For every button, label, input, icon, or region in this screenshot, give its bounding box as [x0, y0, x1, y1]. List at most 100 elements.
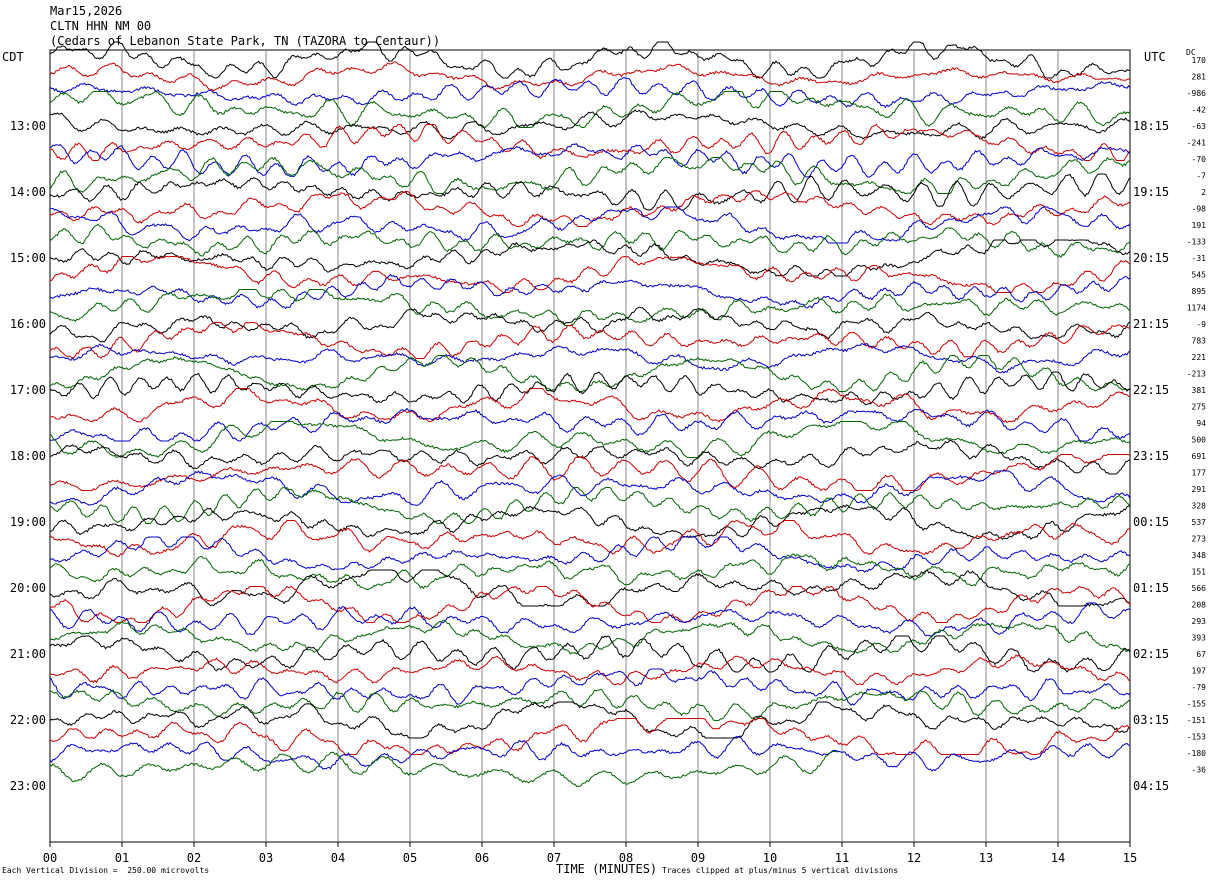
seismic-trace	[49, 109, 1131, 140]
dc-offset-label: 197	[1192, 667, 1207, 676]
dc-offset-label: -151	[1187, 716, 1206, 725]
right-hour-label: 02:15	[1133, 647, 1169, 661]
right-hour-label: 21:15	[1133, 317, 1169, 331]
x-tick-label: 15	[1123, 851, 1137, 865]
left-hour-label: 21:00	[10, 647, 46, 661]
clip-note: Traces clipped at plus/minus 5 vertical …	[662, 866, 899, 875]
x-tick-label: 07	[547, 851, 561, 865]
dc-offset-label: 545	[1192, 271, 1207, 280]
left-hour-label: 20:00	[10, 581, 46, 595]
seismic-trace	[49, 736, 1131, 772]
right-hour-label: 00:15	[1133, 515, 1169, 529]
seismic-trace	[49, 668, 1131, 706]
seismic-trace	[49, 143, 1131, 178]
dc-offset-label: -9	[1196, 320, 1206, 329]
dc-offset-label: -7	[1196, 172, 1206, 181]
seismic-trace	[49, 288, 1131, 326]
dc-offset-label: -79	[1192, 683, 1207, 692]
left-hour-label: 15:00	[10, 251, 46, 265]
dc-header-label: DC	[1186, 48, 1196, 57]
seismic-trace	[49, 585, 1131, 624]
left-hour-label: 23:00	[10, 779, 46, 793]
left-hour-label: 17:00	[10, 383, 46, 397]
right-hour-label: 22:15	[1133, 383, 1169, 397]
dc-offset-label: -63	[1192, 122, 1207, 131]
minute-grid	[49, 49, 1131, 847]
seismic-trace	[49, 536, 1131, 573]
dc-offset-label: -180	[1187, 749, 1206, 758]
dc-offset-label: 67	[1196, 650, 1206, 659]
dc-offset-label: 348	[1192, 551, 1207, 560]
chart-date: Mar15,2026	[50, 4, 123, 18]
seismic-trace	[49, 123, 1131, 161]
right-hour-label: 03:15	[1133, 713, 1169, 727]
seismic-trace	[49, 371, 1131, 406]
left-hour-label: 14:00	[10, 185, 46, 199]
right-hour-label: 18:15	[1133, 119, 1169, 133]
seismic-trace	[49, 321, 1131, 359]
seismic-trace	[50, 654, 1131, 686]
dc-offset-label: 895	[1192, 287, 1207, 296]
left-hour-label: 22:00	[10, 713, 46, 727]
right-hour-label: 23:15	[1133, 449, 1169, 463]
dc-offset-label: 1174	[1187, 304, 1206, 313]
x-tick-label: 09	[691, 851, 705, 865]
chart-station: CLTN HHN NM 00	[50, 19, 152, 33]
x-tick-label: 06	[475, 851, 489, 865]
x-tick-label: 14	[1051, 851, 1065, 865]
dc-offset-label: -133	[1187, 238, 1206, 247]
seismic-trace	[49, 619, 1130, 655]
dc-offset-label: -42	[1192, 106, 1207, 115]
dc-offset-label: -213	[1187, 370, 1206, 379]
left-timezone-label: CDT	[2, 50, 24, 64]
seismic-trace	[49, 41, 1131, 79]
dc-offset-label: -153	[1187, 733, 1206, 742]
dc-offset-label: -155	[1187, 700, 1206, 709]
seismic-trace	[49, 688, 1131, 722]
x-tick-label: 08	[619, 851, 633, 865]
x-tick-label: 13	[979, 851, 993, 865]
x-tick-label: 01	[115, 851, 129, 865]
seismic-trace	[49, 77, 1131, 109]
dc-offset-label: 500	[1192, 436, 1207, 445]
x-tick-label: 12	[907, 851, 921, 865]
left-hour-label: 18:00	[10, 449, 46, 463]
dc-offset-label: -241	[1187, 139, 1206, 148]
x-tick-label: 10	[763, 851, 777, 865]
dc-offset-label: 94	[1196, 419, 1206, 428]
seismic-trace	[49, 273, 1131, 310]
x-tick-labels: 00 01 02 03 04 05 06 07 08 09 10 11 12 13 14 15	[43, 851, 1137, 865]
x-tick-label: 11	[835, 851, 849, 865]
seismic-trace	[49, 223, 1131, 259]
left-hour-label: 19:00	[10, 515, 46, 529]
dc-offset-label: 537	[1192, 518, 1207, 527]
seismic-trace	[49, 206, 1131, 244]
dc-offset-label: 191	[1192, 221, 1207, 230]
dc-offset-label: -98	[1192, 205, 1207, 214]
seismic-trace	[49, 421, 1131, 459]
dc-offset-label: 691	[1192, 452, 1207, 461]
seismic-trace	[49, 602, 1131, 637]
dc-offset-labels: 170 281 -986 -42 -63 -241 -70 -7 2 -98 191 -133 -31 5…	[1187, 56, 1206, 775]
x-tick-label: 03	[259, 851, 273, 865]
dc-offset-label: -36	[1192, 766, 1207, 775]
seismic-trace	[49, 470, 1131, 506]
seismic-trace	[49, 173, 1131, 211]
left-hour-label: 16:00	[10, 317, 46, 331]
dc-offset-label: 151	[1192, 568, 1207, 577]
seismic-trace	[49, 306, 1131, 343]
seismic-trace	[49, 355, 1131, 392]
seismic-trace	[49, 239, 1131, 277]
dc-offset-label: 2	[1201, 188, 1206, 197]
dc-offset-label: 177	[1192, 469, 1207, 478]
dc-offset-label: 221	[1192, 353, 1207, 362]
plot-frame	[49, 49, 1131, 843]
dc-offset-label: 393	[1192, 634, 1207, 643]
hour-labels: 13:00 14:00 15:00 16:00 17:00 18:00 19:00 20:00…	[10, 119, 1169, 793]
seismic-trace	[49, 189, 1131, 228]
seismic-trace	[49, 407, 1131, 442]
dc-offset-label: 566	[1192, 584, 1207, 593]
dc-offset-label: 281	[1192, 73, 1207, 82]
seismic-trace	[49, 519, 1131, 557]
dc-offset-label: -70	[1192, 155, 1207, 164]
